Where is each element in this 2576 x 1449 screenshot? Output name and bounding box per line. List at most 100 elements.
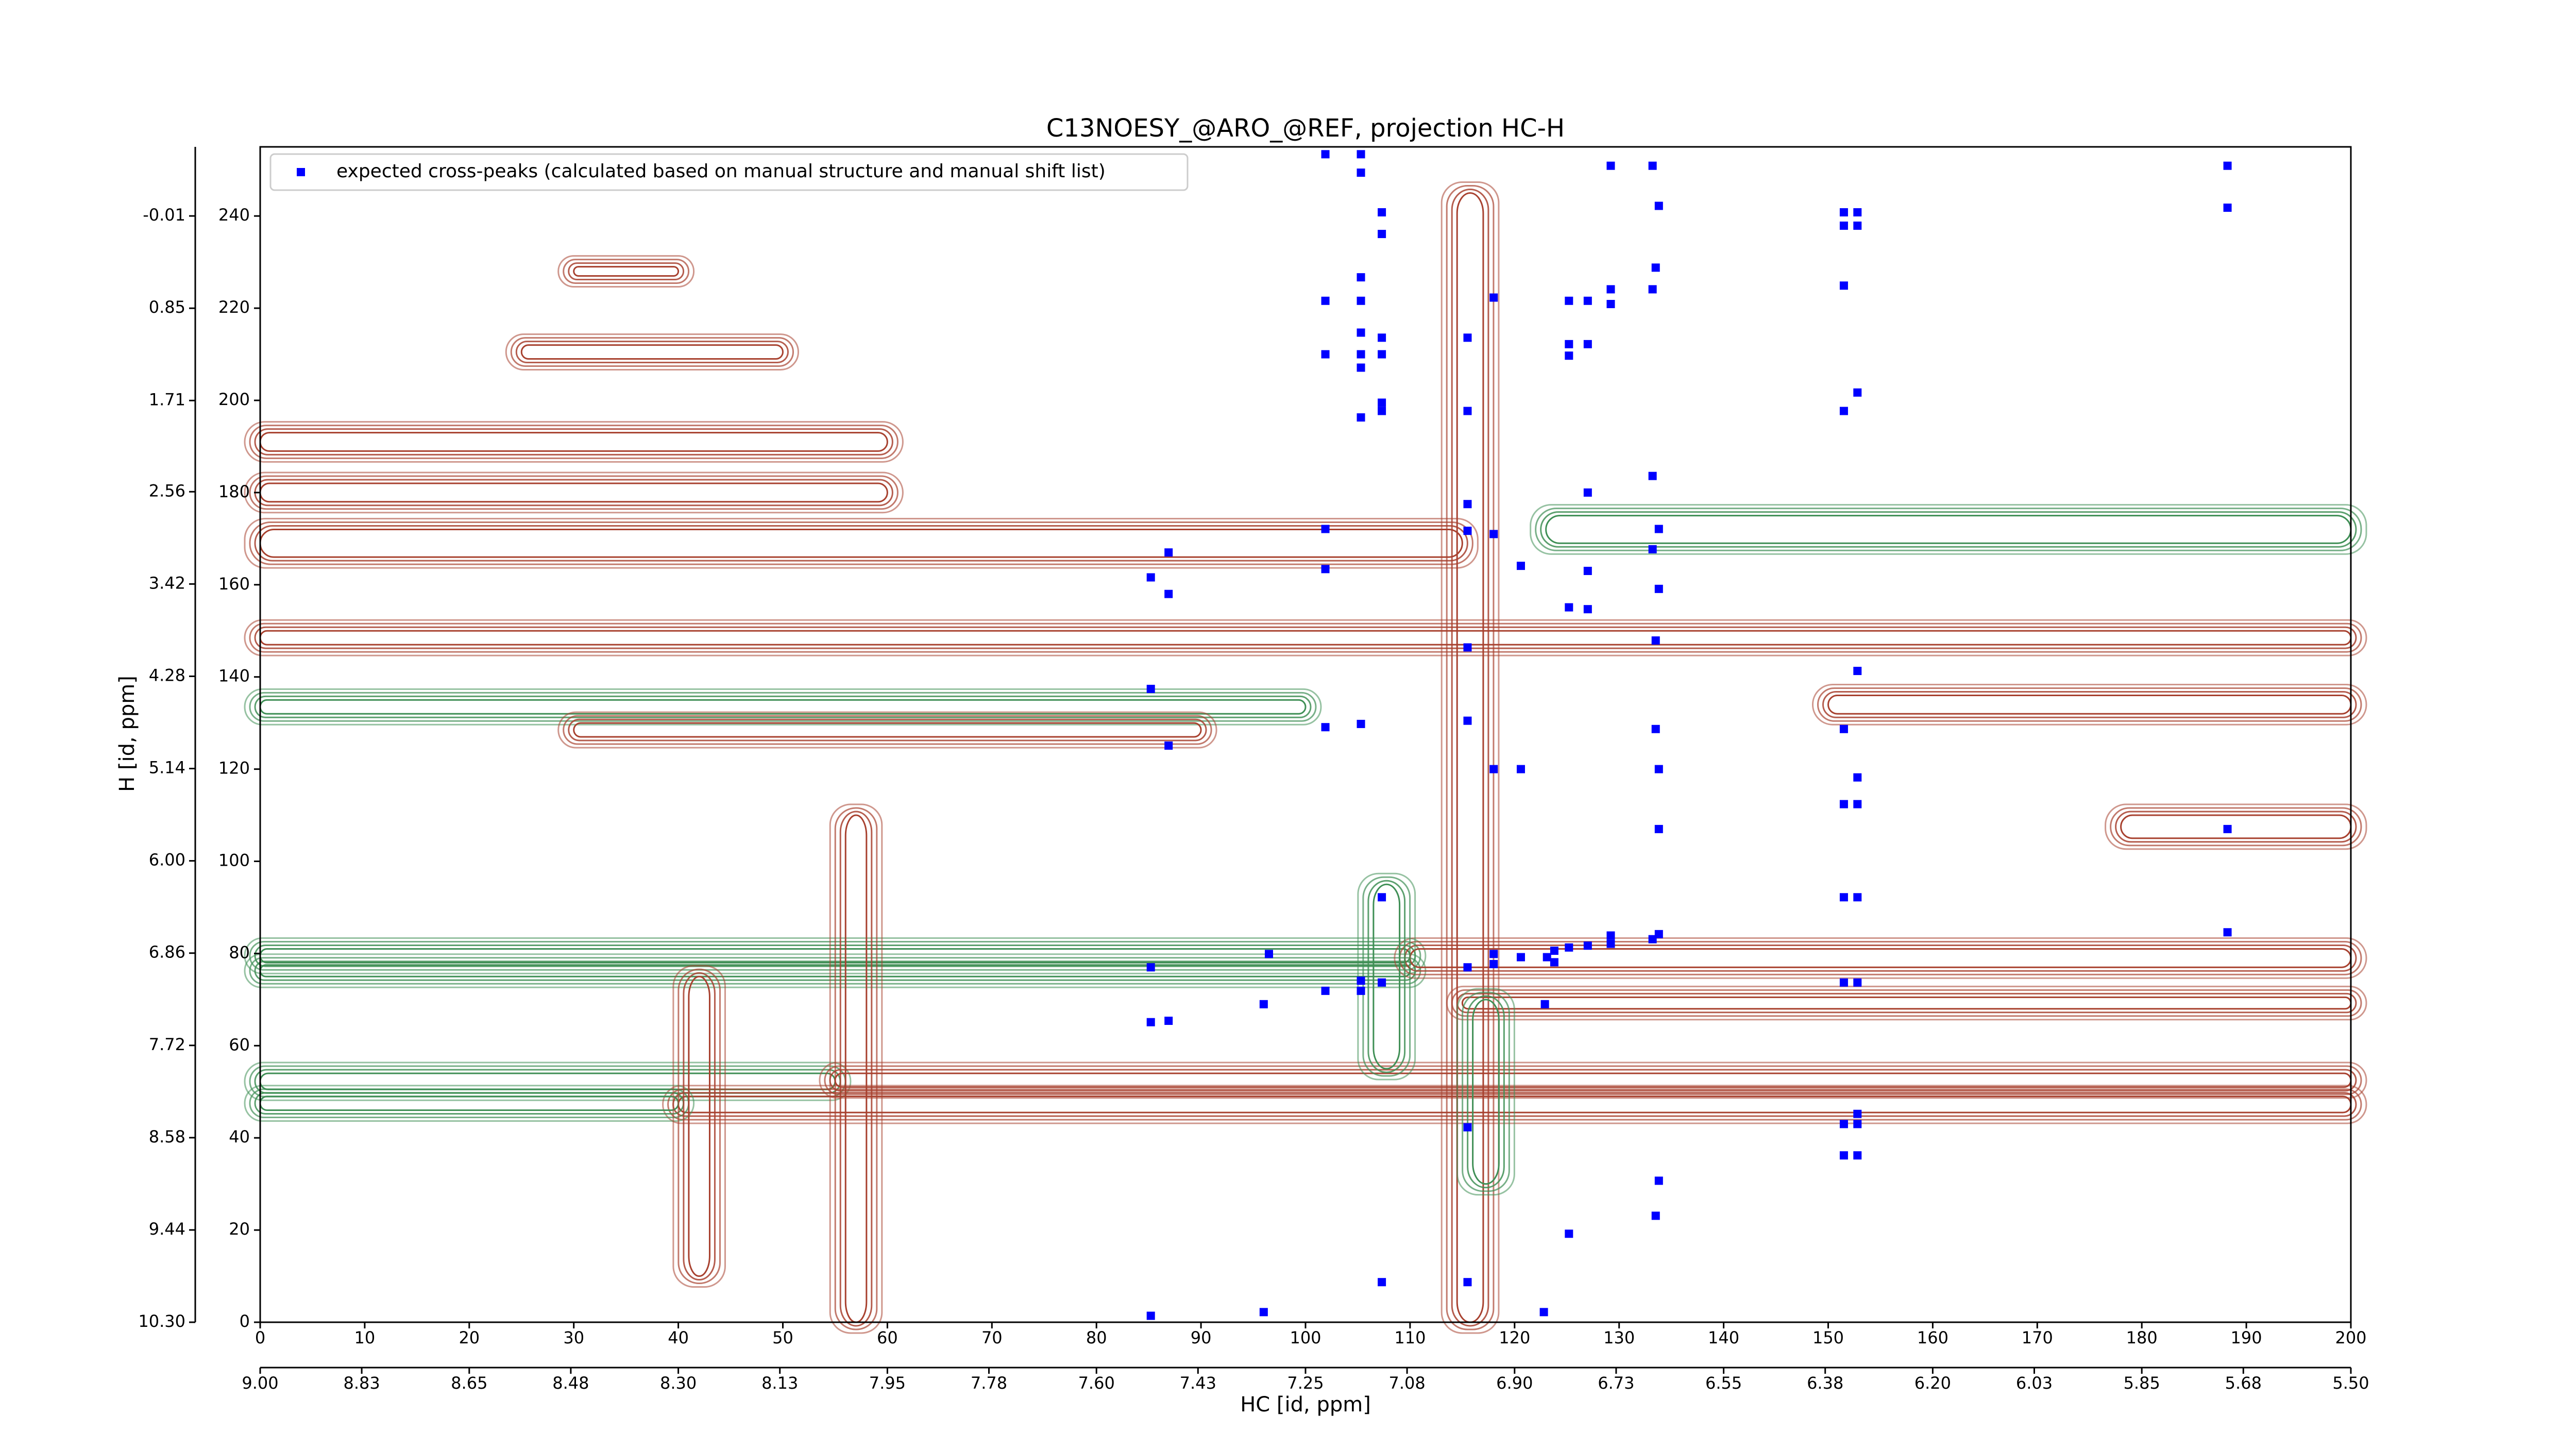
cross-peak xyxy=(1853,1120,1862,1128)
contour xyxy=(1472,999,1500,1185)
cross-peak xyxy=(1583,566,1592,575)
y-axis-label: H [id, ppm] xyxy=(115,676,139,792)
contour xyxy=(1451,188,1489,1327)
x-tick-label: 180 xyxy=(2126,1328,2158,1347)
x-tick-label: 30 xyxy=(563,1328,584,1347)
contour xyxy=(259,528,1463,558)
contour xyxy=(254,626,2357,649)
contour xyxy=(259,1072,836,1090)
cross-peak xyxy=(1146,1018,1155,1026)
cross-peak xyxy=(1606,300,1615,309)
x2-tick-label: 8.13 xyxy=(761,1373,798,1393)
contour xyxy=(244,517,1479,569)
cross-peak xyxy=(1853,978,1862,987)
cross-peak xyxy=(1839,1120,1848,1128)
contour xyxy=(1440,181,1500,1334)
cross-peak xyxy=(1516,953,1525,962)
cross-peak xyxy=(1463,1123,1472,1132)
x2-tick-label: 8.30 xyxy=(660,1373,697,1393)
contour xyxy=(510,337,794,367)
x-axis-label: HC [id, ppm] xyxy=(1240,1393,1371,1417)
cross-peak xyxy=(1489,959,1498,968)
chart-title: C13NOESY_@ARO_@REF, projection HC-H xyxy=(1046,114,1565,143)
y2-tick-label: 10.30 xyxy=(138,1311,185,1331)
cross-peak xyxy=(1853,1151,1862,1160)
y2-tick-label: 7.72 xyxy=(149,1035,185,1054)
cross-peak xyxy=(1550,958,1558,967)
contour xyxy=(249,475,899,510)
y-tick-label: 60 xyxy=(229,1035,250,1054)
contour xyxy=(1357,872,1416,1081)
contour xyxy=(505,333,799,370)
x2-tick-label: 9.00 xyxy=(242,1373,278,1393)
cross-peak xyxy=(1606,285,1615,294)
contour xyxy=(557,255,695,288)
cross-peak xyxy=(1654,525,1663,533)
contour xyxy=(1467,995,1505,1189)
cross-peak xyxy=(1606,939,1615,948)
x2-tick-label: 6.90 xyxy=(1496,1373,1533,1393)
x2-tick-label: 7.95 xyxy=(869,1373,906,1393)
y2-tick-label: -0.01 xyxy=(143,205,185,225)
cross-peak xyxy=(1651,636,1660,645)
cross-peak xyxy=(1565,603,1573,612)
cross-peak xyxy=(1606,931,1615,940)
cross-peak xyxy=(1321,525,1330,533)
cross-peak xyxy=(1839,978,1848,987)
cross-peak xyxy=(1164,741,1173,750)
cross-peak xyxy=(1853,800,1862,808)
x-tick-label: 90 xyxy=(1191,1328,1212,1347)
cross-peak xyxy=(1321,723,1330,732)
contour xyxy=(1372,883,1401,1070)
y-tick-label: 20 xyxy=(229,1219,250,1239)
cross-peak xyxy=(1321,296,1330,305)
y2-tick-label: 8.58 xyxy=(149,1127,185,1147)
cross-peak xyxy=(1583,340,1592,348)
x-tick-label: 80 xyxy=(1086,1328,1107,1347)
x-tick-label: 190 xyxy=(2231,1328,2262,1347)
y-tick-label: 80 xyxy=(229,942,250,962)
contour xyxy=(563,715,1212,745)
cross-peak xyxy=(1853,221,1862,230)
x2-tick-label: 5.85 xyxy=(2124,1373,2160,1393)
cross-peak xyxy=(1583,605,1592,614)
contour xyxy=(249,622,2362,653)
cross-peak xyxy=(1146,1311,1155,1320)
contour xyxy=(249,692,1317,722)
y2-tick-label: 0.85 xyxy=(149,297,185,317)
x-tick-label: 130 xyxy=(1603,1328,1635,1347)
x-tick-label: 70 xyxy=(981,1328,1003,1347)
cross-peak xyxy=(1378,208,1386,217)
cross-peak xyxy=(1853,388,1862,397)
contour xyxy=(824,1065,2362,1096)
contour xyxy=(244,1062,852,1101)
cross-peak xyxy=(1357,328,1365,337)
y-tick-label: 160 xyxy=(218,574,250,594)
cross-peak xyxy=(1357,169,1365,177)
cross-peak xyxy=(1565,351,1573,360)
y-tick-label: 200 xyxy=(218,390,250,409)
x-tick-label: 110 xyxy=(1394,1328,1426,1347)
x2-tick-label: 6.20 xyxy=(1914,1373,1951,1393)
y2-tick-label: 6.00 xyxy=(149,850,185,870)
contour xyxy=(1545,515,2352,544)
cross-peak xyxy=(1654,930,1663,938)
cross-peak xyxy=(1543,953,1551,962)
x-tick-label: 50 xyxy=(772,1328,793,1347)
cross-peak xyxy=(1565,943,1573,952)
cross-peak xyxy=(1378,230,1386,239)
cross-peak xyxy=(1463,716,1472,725)
contour xyxy=(259,1096,680,1111)
x-tick-label: 170 xyxy=(2022,1328,2053,1347)
cross-peak xyxy=(1489,530,1498,538)
contour xyxy=(683,972,716,1281)
x2-tick-label: 7.25 xyxy=(1287,1373,1324,1393)
x2-tick-label: 8.65 xyxy=(451,1373,487,1393)
x-tick-label: 40 xyxy=(668,1328,689,1347)
cross-peak xyxy=(1654,765,1663,773)
legend-marker xyxy=(297,168,305,176)
x2-tick-label: 6.03 xyxy=(2016,1373,2053,1393)
cross-peak xyxy=(1839,1151,1848,1160)
cross-peak xyxy=(1378,1278,1386,1287)
cross-peak xyxy=(1651,263,1660,272)
